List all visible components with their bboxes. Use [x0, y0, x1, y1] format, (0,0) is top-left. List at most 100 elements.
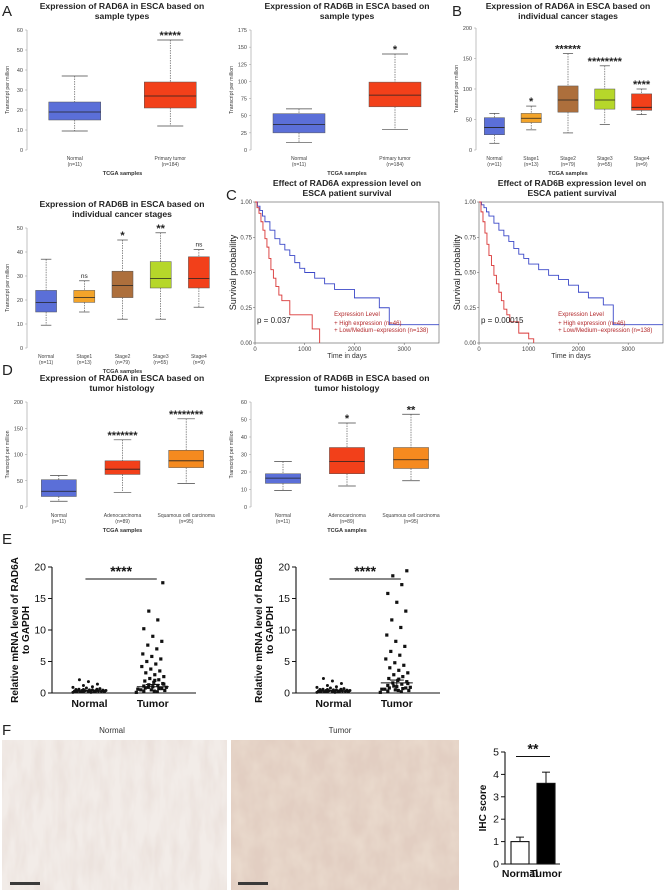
box-normal	[35, 290, 57, 313]
x-tick-label: 1000	[298, 347, 312, 353]
x-tick-count: (n=55)	[153, 360, 168, 366]
x-tick-label: Stage4	[191, 354, 207, 360]
y-tick-label: 0	[244, 505, 247, 511]
tumor-point	[154, 662, 158, 666]
y-tick-label: 25	[241, 131, 247, 137]
tumor-point	[390, 618, 394, 622]
x-axis-label: TCGA samples	[103, 369, 143, 375]
y-tick-label: 100	[14, 453, 23, 459]
normal-point	[331, 690, 335, 694]
tumor-point	[160, 686, 164, 691]
x-axis-label: TCGA samples	[327, 528, 367, 534]
ihc-normal-texture	[2, 740, 227, 890]
y-axis-label: Relative mRNA level of RAD6B	[254, 557, 265, 703]
y-tick-label: 150	[14, 426, 23, 432]
significance-label: **	[528, 740, 539, 756]
tumor-point	[146, 685, 150, 689]
x-axis-label: TCGA samples	[103, 528, 143, 534]
panel-label-c: C	[226, 187, 237, 204]
legend-title: Expression Level	[558, 312, 604, 318]
legend-high: + High expression (n=46)	[558, 321, 625, 327]
normal-point	[87, 690, 91, 694]
tumor-point	[404, 686, 408, 690]
x-axis-label: Time in days	[327, 353, 367, 360]
y-tick-label: 0	[284, 688, 290, 700]
y-tick-label: 100	[238, 79, 247, 85]
normal-point	[321, 687, 325, 691]
box-adenocarcinoma	[104, 460, 141, 475]
normal-point	[321, 677, 325, 681]
tumor-point	[405, 569, 409, 573]
tumor-point	[142, 684, 146, 688]
y-tick-label: 75	[241, 97, 247, 103]
y-tick-label: 15	[278, 593, 290, 605]
x-tick-count: (n=184)	[386, 162, 404, 168]
y-axis-label: to GAPDH	[265, 606, 276, 654]
y-tick-label: 50	[466, 118, 472, 124]
x-tick-count: (n=55)	[598, 162, 613, 168]
y-tick-label: 0.25	[464, 306, 476, 312]
x-tick-label: Primary tumor	[379, 156, 411, 162]
significance-label: **	[407, 404, 416, 416]
legend-low: + Low/Medium−expression (n=138)	[334, 328, 428, 334]
tumor-point	[136, 687, 140, 691]
y-tick-label: 100	[463, 87, 472, 93]
tumor-point	[143, 686, 147, 690]
normal-point	[71, 685, 75, 689]
tumor-point	[150, 654, 154, 659]
tumor-point	[149, 667, 153, 671]
tumor-point	[403, 644, 407, 648]
normal-point	[339, 682, 343, 686]
normal-point	[325, 683, 329, 687]
tumor-point	[157, 678, 161, 682]
y-tick-label: 30	[241, 453, 247, 459]
tumor-point	[149, 688, 153, 692]
bar-tumor	[536, 782, 556, 865]
tumor-point	[384, 657, 388, 661]
x-tick-count: (n=9)	[636, 162, 648, 168]
y-axis-label: Transcript per million	[5, 430, 11, 478]
normal-point	[334, 685, 338, 689]
x-tick-label: Stage1	[76, 354, 92, 360]
tumor-point	[387, 676, 391, 681]
significance-label: **	[156, 223, 165, 235]
survival-curve-high	[479, 201, 535, 343]
y-axis-label: Relative mRNA level of RAD6A	[10, 557, 21, 703]
x-tick-label: Squamous cell carcinoma	[382, 513, 439, 519]
x-tick-label: Primary tumor	[155, 156, 187, 162]
y-axis-label: to GAPDH	[21, 606, 32, 654]
y-tick-label: 1.00	[464, 200, 476, 206]
survival-curve-low-medium	[255, 201, 439, 326]
panel-label-e: E	[2, 531, 12, 548]
x-tick-count: (n=11)	[292, 162, 307, 168]
tumor-point	[396, 688, 400, 693]
x-tick-count: (n=89)	[115, 519, 130, 525]
tumor-point	[389, 649, 393, 654]
tumor-point	[134, 690, 138, 694]
x-tick-label: Normal	[38, 354, 54, 360]
tumor-point	[139, 688, 143, 692]
significance-label: ******	[555, 44, 581, 56]
tumor-point	[392, 673, 396, 677]
chart-title-line: Effect of RAD6B expression level on	[498, 178, 647, 188]
y-tick-label: 5	[284, 656, 290, 668]
x-tick-label: 0	[477, 347, 481, 353]
box-normal	[48, 101, 101, 121]
y-axis-label: Survival probability	[228, 234, 238, 310]
tumor-point	[380, 687, 384, 691]
normal-point	[77, 678, 81, 682]
x-tick-label: 2000	[348, 347, 362, 353]
y-tick-label: 50	[17, 479, 23, 485]
tumor-point	[153, 678, 157, 682]
tumor-point	[408, 685, 412, 689]
y-tick-label: 10	[17, 128, 23, 134]
x-tick-label: Normal	[275, 513, 291, 519]
chart-rad6b-cancer-stages: Expression of RAD6B in ESCA based onindi…	[5, 199, 210, 375]
y-tick-label: 150	[463, 57, 472, 63]
chart-title-line: Expression of RAD6A in ESCA based on	[40, 373, 205, 383]
tumor-point	[398, 653, 402, 657]
tumor-point	[164, 685, 168, 689]
significance-label: *******	[108, 430, 139, 442]
x-tick-count: (n=11)	[52, 519, 67, 525]
